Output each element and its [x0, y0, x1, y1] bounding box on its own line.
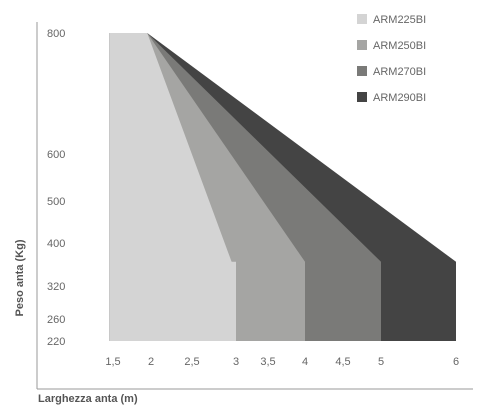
x-tick-label: 2,5 [184, 356, 199, 368]
y-tick-label: 220 [47, 336, 65, 348]
x-tick-labels: 1,5 2 2,5 3 3,5 4 4,5 5 6 [105, 356, 459, 368]
x-axis-label: Larghezza anta (m) [38, 393, 138, 405]
series-area-arm225bi [109, 33, 236, 341]
x-tick-label: 6 [453, 356, 459, 368]
y-tick-label: 320 [47, 281, 65, 293]
legend-swatch [357, 40, 367, 50]
legend-label: ARM290BI [373, 92, 426, 104]
y-tick-label: 400 [47, 238, 65, 250]
x-tick-label: 4,5 [335, 356, 350, 368]
x-tick-label: 3,5 [260, 356, 275, 368]
x-tick-label: 3 [233, 356, 239, 368]
x-tick-label: 4 [302, 356, 308, 368]
legend: ARM225BI ARM250BI ARM270BI ARM290BI [357, 14, 426, 104]
legend-swatch [357, 92, 367, 102]
legend-label: ARM225BI [373, 14, 426, 26]
y-tick-label: 600 [47, 149, 65, 161]
legend-label: ARM270BI [373, 66, 426, 78]
y-axis-label: Peso anta (Kg) [14, 239, 26, 316]
x-tick-label: 2 [148, 356, 154, 368]
legend-swatch [357, 14, 367, 24]
legend-swatch [357, 66, 367, 76]
y-tick-label: 260 [47, 314, 65, 326]
x-tick-label: 1,5 [105, 356, 120, 368]
y-tick-label: 800 [47, 28, 65, 40]
x-tick-label: 5 [378, 356, 384, 368]
y-tick-labels: 220 260 320 400 500 600 800 [47, 28, 65, 348]
series-layer [109, 33, 456, 341]
y-tick-label: 500 [47, 196, 65, 208]
legend-label: ARM250BI [373, 40, 426, 52]
